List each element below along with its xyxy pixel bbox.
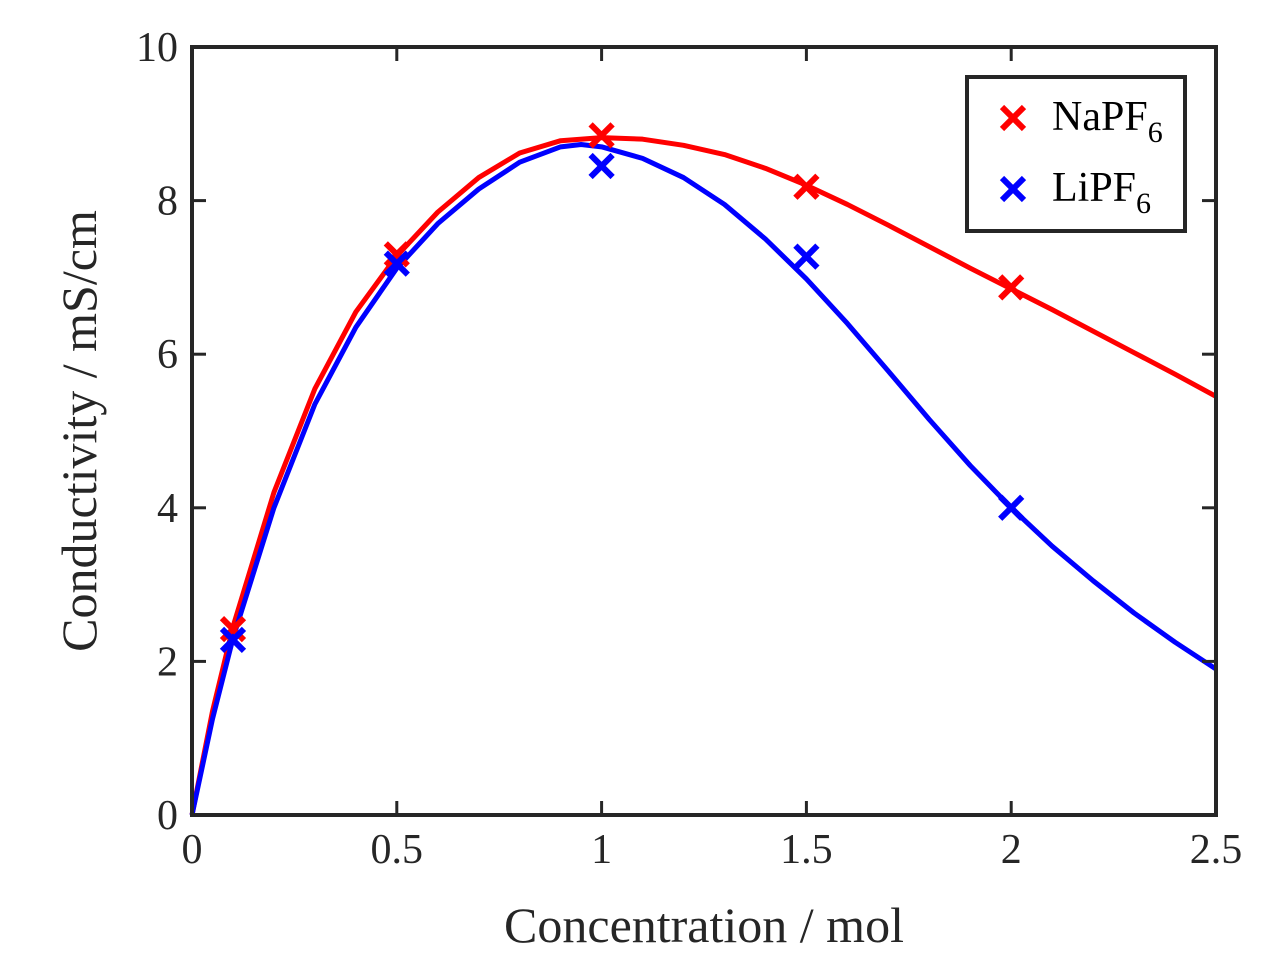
fit-curve-lipf (189, 142, 1218, 816)
y-tick-label: 4 (157, 486, 178, 532)
legend-box (965, 75, 1187, 233)
legend-label-main: NaPF (1052, 94, 1148, 140)
data-point-lipf (219, 626, 247, 654)
tick-labels: 0 0.5 1 1.5 2 2.5 0 2 4 6 8 10 (136, 25, 1242, 873)
x-tick-label: 0.5 (371, 827, 424, 873)
plot-area-frame (190, 45, 1218, 817)
data-point-lipf (998, 494, 1025, 521)
data-point-lipf (383, 250, 410, 277)
legend-label-main: LiPF (1052, 165, 1136, 211)
y-tick-label: 10 (136, 25, 178, 71)
fit-curve-napf (189, 135, 1218, 816)
legend-marker-lipf (999, 175, 1027, 203)
x-axis-label: Concentration / mol (504, 897, 904, 953)
y-axis-label: Conductivity / mS/cm (51, 210, 107, 652)
fit-curves (189, 135, 1218, 816)
data-point-napf (998, 274, 1025, 301)
data-point-napf (588, 122, 615, 149)
x-tick-label: 1 (591, 827, 612, 873)
legend-marker-napf (999, 104, 1027, 132)
legend-label-subscript: 6 (1148, 116, 1163, 149)
y-tick-label: 0 (157, 793, 178, 839)
legend-label-subscript: 6 (1136, 187, 1151, 220)
axis-ticks (190, 45, 1218, 817)
x-tick-label: 2.5 (1190, 827, 1243, 873)
y-tick-label: 8 (157, 179, 178, 225)
data-point-napf (793, 173, 820, 200)
x-tick-label: 0 (182, 827, 203, 873)
y-tick-label: 6 (157, 332, 178, 378)
legend-label-napf: NaPF6 (1052, 94, 1163, 149)
x-tick-label: 1.5 (780, 827, 833, 873)
data-point-lipf (793, 243, 820, 270)
y-tick-label: 2 (157, 639, 178, 685)
data-point-lipf (588, 152, 615, 180)
legend-label-lipf: LiPF6 (1052, 165, 1151, 220)
x-tick-label: 2 (1001, 827, 1022, 873)
data-markers (219, 122, 1025, 654)
data-point-napf (383, 241, 410, 268)
